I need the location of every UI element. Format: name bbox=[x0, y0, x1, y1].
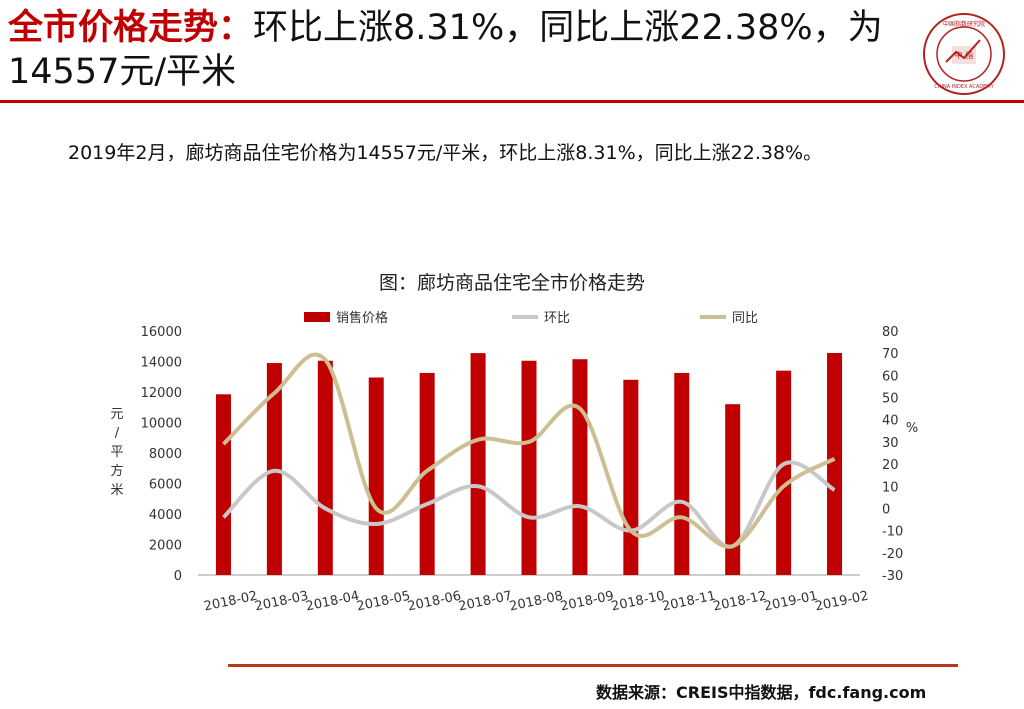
logo-top-text: 中国指数研究院 bbox=[943, 20, 985, 28]
x-tick-label: 2018-12 bbox=[712, 589, 768, 615]
summary-text: 2019年2月，廊坊商品住宅价格为14557元/平米，环比上涨8.31%，同比上… bbox=[68, 142, 823, 164]
right-tick-label: 0 bbox=[882, 502, 890, 517]
bar-sales-price bbox=[776, 370, 792, 575]
bar-sales-price bbox=[470, 353, 486, 575]
title-divider bbox=[0, 100, 1024, 103]
bar-sales-price bbox=[623, 379, 639, 575]
left-tick-label: 2000 bbox=[149, 539, 182, 554]
x-tick-label: 2018-10 bbox=[610, 589, 666, 615]
bar-sales-price bbox=[215, 394, 231, 575]
title-rest: 环比上涨8.31%，同比上涨22.38%，为14557元/平米 bbox=[8, 8, 883, 92]
x-tick-label: 2019-02 bbox=[814, 589, 870, 615]
legend-label: 同比 bbox=[732, 311, 758, 326]
x-tick-label: 2018-05 bbox=[355, 589, 411, 615]
bar-sales-price bbox=[368, 377, 384, 575]
title-highlight: 全市价格走势： bbox=[8, 8, 254, 48]
legend-label: 销售价格 bbox=[336, 310, 388, 326]
logo-center-text: 中 指 bbox=[955, 50, 974, 60]
bar-sales-price bbox=[521, 360, 537, 575]
chart-title: 图：廊坊商品住宅全市价格走势 bbox=[378, 272, 645, 294]
x-tick-label: 2018-07 bbox=[457, 589, 513, 615]
right-tick-label: 70 bbox=[882, 347, 899, 362]
right-tick-label: 30 bbox=[882, 436, 899, 451]
left-axis-title-char: 平 bbox=[110, 445, 123, 460]
footer-divider bbox=[228, 664, 958, 667]
right-tick-label: 10 bbox=[882, 480, 899, 495]
bar-sales-price bbox=[827, 353, 843, 575]
left-tick-label: 4000 bbox=[149, 508, 182, 523]
bar-sales-price bbox=[572, 359, 588, 575]
x-tick-label: 2018-08 bbox=[508, 589, 564, 615]
bar-sales-price bbox=[317, 360, 333, 575]
x-tick-label: 2019-01 bbox=[763, 589, 819, 615]
left-tick-label: 0 bbox=[174, 569, 182, 584]
price-trend-chart: 0 2000 4000 6000 8000 10000 12000 14000 16000 -30… bbox=[110, 310, 918, 615]
bar-sales-price bbox=[674, 372, 690, 575]
line-yoy bbox=[222, 352, 836, 549]
right-tick-label: 80 bbox=[882, 325, 899, 340]
x-tick-label: 2018-02 bbox=[203, 589, 259, 615]
left-tick-label: 6000 bbox=[149, 478, 182, 493]
left-axis-title-char: 元 bbox=[110, 407, 123, 422]
right-tick-label: -20 bbox=[882, 547, 903, 562]
china-index-academy-logo: 中 指 中国指数研究院 CHINA INDEX ACADEMY bbox=[923, 13, 1005, 95]
right-tick-label: 60 bbox=[882, 369, 899, 384]
right-axis-title: % bbox=[906, 421, 918, 436]
left-axis-title-char: / bbox=[115, 426, 120, 441]
left-tick-label: 12000 bbox=[141, 386, 182, 401]
x-tick-label: 2018-11 bbox=[661, 589, 717, 615]
x-tick-label: 2018-03 bbox=[254, 589, 310, 615]
left-tick-label: 8000 bbox=[149, 447, 182, 462]
right-tick-label: 50 bbox=[882, 392, 899, 407]
right-tick-label: 20 bbox=[882, 458, 899, 473]
left-tick-label: 14000 bbox=[141, 356, 182, 371]
x-tick-label: 2018-04 bbox=[304, 589, 360, 615]
left-axis-title-char: 米 bbox=[110, 483, 123, 498]
right-tick-label: 40 bbox=[882, 414, 899, 429]
right-tick-label: -10 bbox=[882, 525, 903, 540]
left-axis-title-char: 方 bbox=[110, 463, 123, 479]
x-tick-label: 2018-06 bbox=[406, 589, 462, 615]
legend-label: 环比 bbox=[544, 311, 570, 326]
x-tick-label: 2018-09 bbox=[559, 589, 615, 615]
legend-swatch-bar bbox=[304, 312, 330, 322]
data-source: 数据来源：CREIS中指数据，fdc.fang.com bbox=[596, 683, 927, 702]
bar-sales-price bbox=[419, 372, 435, 575]
page-title: 全市价格走势：环比上涨8.31%，同比上涨22.38%，为14557元/平米 bbox=[8, 6, 888, 94]
left-tick-label: 16000 bbox=[141, 325, 182, 340]
bar-sales-price bbox=[725, 404, 741, 575]
right-tick-label: -30 bbox=[882, 569, 903, 584]
left-tick-label: 10000 bbox=[141, 417, 182, 432]
logo-ring-text: CHINA INDEX ACADEMY bbox=[934, 84, 994, 90]
